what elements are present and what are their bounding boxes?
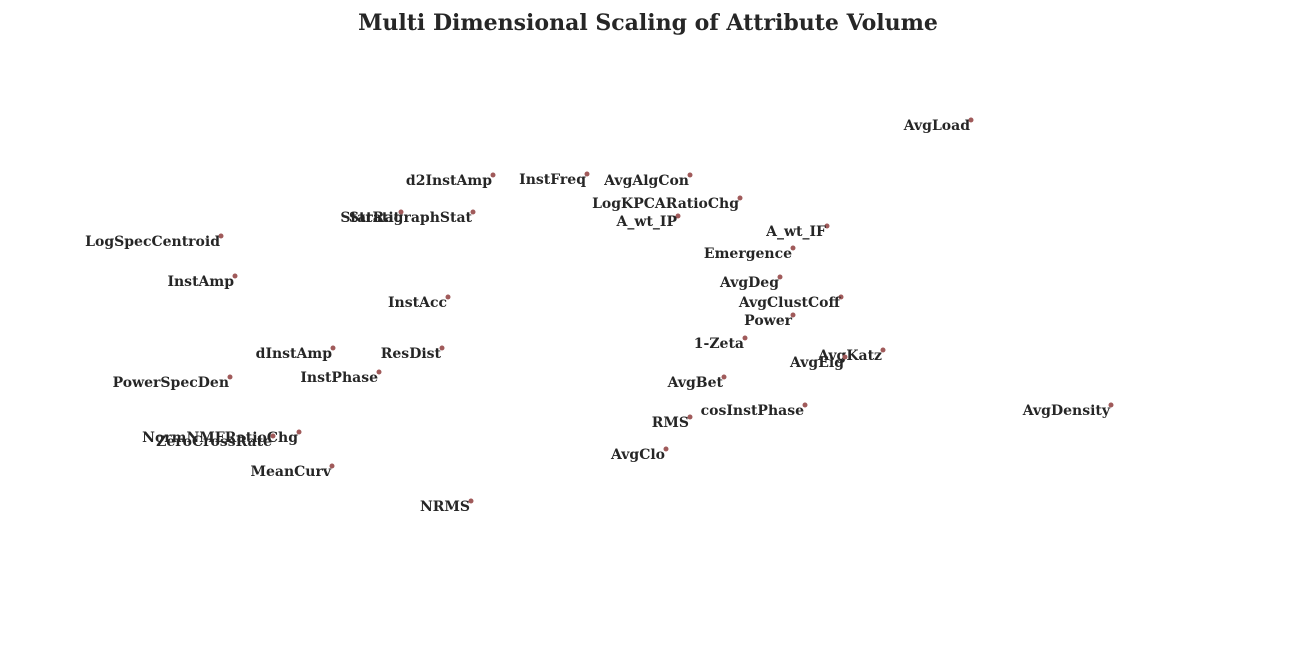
point-label: AvgBet <box>667 375 724 391</box>
data-point <box>470 209 476 215</box>
data-point <box>737 195 743 201</box>
point-label: Power <box>744 313 792 329</box>
point-label: RMS <box>652 415 689 431</box>
data-point <box>790 312 796 318</box>
data-point <box>687 172 693 178</box>
point-label: dInstAmp <box>256 346 333 362</box>
data-point <box>968 117 974 123</box>
point-label: ResDist <box>381 346 442 362</box>
data-point <box>1108 402 1114 408</box>
point-label: NormNMFRatioChg <box>142 430 298 446</box>
chart-title: Multi Dimensional Scaling of Attribute V… <box>358 10 938 36</box>
point-label: AvgKatz <box>817 348 882 364</box>
data-point <box>721 374 727 380</box>
point-label: AvgDeg <box>719 275 779 291</box>
data-point <box>584 171 590 177</box>
data-point <box>439 345 445 351</box>
point-label: A_wt_IP <box>616 214 678 230</box>
data-point <box>376 369 382 375</box>
data-point <box>687 414 693 420</box>
point-label: LogSpecCentroid <box>85 234 220 250</box>
point-label: LogKPCARatioChg <box>592 196 739 212</box>
data-point <box>270 433 276 439</box>
data-point <box>742 335 748 341</box>
point-label: AvgLoad <box>903 118 970 134</box>
point-label: InstAcc <box>388 295 447 311</box>
point-label: PowerSpecDen <box>113 375 229 391</box>
point-label: MeanCurv <box>251 464 332 480</box>
data-point <box>675 213 681 219</box>
point-label: d2InstAmp <box>406 173 492 189</box>
point-label: StatRat <box>340 210 400 226</box>
data-point <box>296 429 302 435</box>
point-label: InstAmp <box>167 274 234 290</box>
data-point <box>227 374 233 380</box>
data-point <box>329 463 335 469</box>
data-point <box>218 233 224 239</box>
point-label: InstFreq <box>519 172 586 188</box>
point-label: InstPhase <box>300 370 378 386</box>
data-point <box>232 273 238 279</box>
data-point <box>842 354 848 360</box>
point-label: StratigraphStat <box>349 210 473 226</box>
data-point <box>330 345 336 351</box>
point-label: AvgClo <box>610 447 665 463</box>
point-label: Emergence <box>704 246 792 262</box>
data-point <box>802 402 808 408</box>
point-label: 1-Zeta <box>694 336 744 352</box>
point-label: AvgDensity <box>1022 403 1111 419</box>
data-point <box>880 347 886 353</box>
data-point <box>663 446 669 452</box>
point-label: AvgClustCoff <box>738 295 842 311</box>
data-point <box>824 223 830 229</box>
point-label: A_wt_IF <box>765 224 826 240</box>
data-point <box>790 245 796 251</box>
data-point <box>445 294 451 300</box>
point-label: AvgEig <box>789 355 844 371</box>
point-label: NRMS <box>420 499 470 515</box>
data-point <box>398 209 404 215</box>
data-point <box>838 294 844 300</box>
point-label: AvgAlgCon <box>603 173 689 189</box>
data-point <box>777 274 783 280</box>
point-label: ZeroCrossRate <box>156 434 272 450</box>
data-point <box>468 498 474 504</box>
point-label: cosInstPhase <box>701 403 804 419</box>
data-point <box>490 172 496 178</box>
points-layer: AvgLoad d2InstAmp InstFreq AvgAlgCon LogKPCA… <box>85 117 1114 515</box>
